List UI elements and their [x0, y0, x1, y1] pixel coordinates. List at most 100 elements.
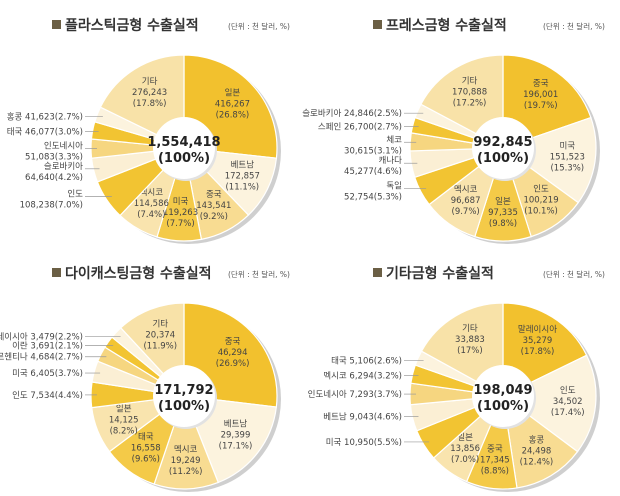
slice-name: 홍콩: [529, 435, 545, 446]
slice-name: 베트남: [231, 161, 255, 171]
slice-name: 기타: [152, 319, 168, 329]
center-total: 1,554,418: [147, 135, 220, 150]
slice-label: 중국 196,001 (19.7%): [523, 79, 558, 111]
center-hole: [472, 117, 534, 179]
slice-label: 캐나다 45,277(4.6%): [344, 156, 402, 177]
slice-percent: (10.1%): [524, 207, 558, 217]
slice-label: 체코 30,615(3.1%): [344, 134, 402, 156]
slice-label: 인도 108,238(7.0%): [20, 189, 84, 211]
slice-value: 29,399: [221, 431, 251, 441]
slice-value: 30,615(3.1%): [344, 146, 402, 156]
center-percent: (100%): [158, 151, 210, 166]
slice-value: 151,523: [550, 153, 585, 163]
slice-name: 멕시코: [174, 444, 198, 455]
slice-value: 52,754(5.3%): [344, 193, 402, 203]
slice-value: 19,249: [171, 456, 201, 466]
slice-percent: (11.9%): [143, 341, 177, 351]
slice-percent: (17.8%): [133, 99, 167, 109]
slice-label: 중국 143,541 (9.2%): [196, 190, 231, 222]
slice-label: 독일 52,754(5.3%): [344, 182, 402, 203]
slice-value: 13,856: [450, 444, 480, 454]
slice-label: 중국 17,345 (8.8%): [480, 444, 510, 476]
slice-value: 34,502: [553, 397, 583, 407]
slice-percent: (26.8%): [216, 111, 250, 121]
slice-name: 체코: [386, 134, 402, 145]
slice-label: 베트남 29,399 (17.1%): [219, 420, 253, 452]
slice-name: 캐나다: [379, 156, 403, 166]
slice-name: 인도: [560, 385, 576, 396]
slice-label: 홍콩 41,623(2.7%): [7, 112, 83, 123]
slice-name: 미국: [559, 142, 575, 152]
slice-label: 기타 276,243 (17.8%): [132, 77, 167, 109]
slice-name: 일본: [495, 197, 511, 207]
slice-value: 108,238(7.0%): [20, 201, 83, 211]
slice-name: 일본: [225, 89, 241, 99]
center-percent: (100%): [477, 399, 529, 414]
slice-label: 태국 46,077(3.0%): [7, 127, 83, 137]
chart-title: 기타금형 수출실적: [386, 265, 494, 282]
slice-value: 114,586: [134, 199, 169, 209]
pie-chart-1: 플라스틱금형 수출실적 (단위 : 천 달러, %) 일본 416,267 (26.8%…: [7, 17, 290, 244]
slice-label: 스페인 26,700(2.7%): [318, 122, 402, 133]
center-total: 171,792: [154, 383, 213, 398]
slice-label: 중국 46,294 (26.9%): [216, 337, 250, 369]
pie-chart-3: 다이캐스팅금형 수출실적 (단위 : 천 달러, %) 중국 46,294 (26.9%…: [0, 265, 290, 492]
pie-slice: [501, 354, 597, 453]
slice-name: 인도: [533, 184, 549, 195]
slice-percent: (17.8%): [521, 347, 555, 357]
slice-name: 일본: [116, 404, 132, 414]
slice-percent: (9.2%): [200, 212, 228, 222]
slice-label: 베트남 172,857 (11.1%): [225, 161, 260, 193]
slice-label: 말레이시아 35,279 (17.8%): [518, 324, 557, 357]
slice-value: 276,243: [132, 88, 167, 98]
slice-value: 64,640(4.2%): [25, 173, 83, 183]
slice-name: 인도네시아: [44, 141, 83, 152]
unit-label: (단위 : 천 달러, %): [543, 21, 605, 31]
slice-name: 베트남: [224, 420, 248, 430]
slice-name: 기타: [142, 77, 158, 87]
slice-label: 슬로바키아 64,640(4.2%): [25, 161, 83, 183]
slice-label: 일본 97,335 (9.8%): [488, 197, 518, 229]
slice-label: 일본 14,125 (8.2%): [109, 404, 139, 436]
slice-percent: (26.9%): [216, 359, 250, 369]
center-hole: [472, 365, 534, 427]
slice-label: 기타 170,888 (17.2%): [452, 76, 487, 108]
slice-name: 태국: [138, 433, 154, 443]
center-total: 198,049: [473, 383, 532, 398]
slice-name: 미국: [173, 197, 189, 207]
slice-label: 미국 6,405(3.7%): [12, 369, 83, 379]
slice-value: 196,001: [523, 90, 558, 100]
slice-label: 멕시코 96,687 (9.7%): [451, 184, 481, 217]
pie-slice: [99, 54, 185, 149]
slice-label: 말레이시아 3,479(2.2%): [0, 331, 83, 342]
slice-percent: (17%): [457, 346, 483, 356]
pie-slice: [502, 302, 588, 397]
pie-slice: [153, 394, 220, 490]
slice-name: 멕시코: [140, 187, 164, 198]
slice-percent: (12.4%): [520, 458, 554, 468]
slice-value: 33,883: [455, 335, 485, 345]
slice-label: 인도네시아 51,083(3.3%): [25, 141, 83, 163]
slice-value: 46,294: [218, 348, 248, 358]
slice-name: 중국: [487, 444, 503, 454]
slice-label: 인도네시아 7,293(3.7%): [308, 389, 402, 400]
slice-name: 중국: [225, 337, 241, 347]
chart-title: 플라스틱금형 수출실적: [65, 17, 199, 34]
slice-value: 416,267: [215, 100, 250, 110]
pie-slice: [501, 116, 597, 204]
slice-label: 홍콩 24,498 (12.4%): [520, 435, 554, 468]
pie-chart-4: 기타금형 수출실적 (단위 : 천 달러, %) 말레이시아 35,279 (17.8%…: [308, 265, 605, 492]
center-percent: (100%): [477, 151, 529, 166]
slice-percent: (7.0%): [451, 455, 479, 465]
slice-label: 기타 33,883 (17%): [455, 324, 485, 356]
slice-percent: (15.3%): [550, 164, 584, 174]
slice-percent: (19.7%): [524, 101, 558, 111]
slice-value: 97,335: [488, 208, 518, 218]
slice-label: 베트남 9,043(4.6%): [323, 413, 402, 423]
unit-label: (단위 : 천 달러, %): [543, 269, 605, 279]
chart-title: 프레스금형 수출실적: [386, 17, 507, 34]
slice-value: 172,857: [225, 172, 260, 182]
slice-value: 143,541: [196, 201, 231, 211]
slice-value: 100,219: [523, 196, 558, 206]
title-bullet-icon: [373, 20, 382, 29]
